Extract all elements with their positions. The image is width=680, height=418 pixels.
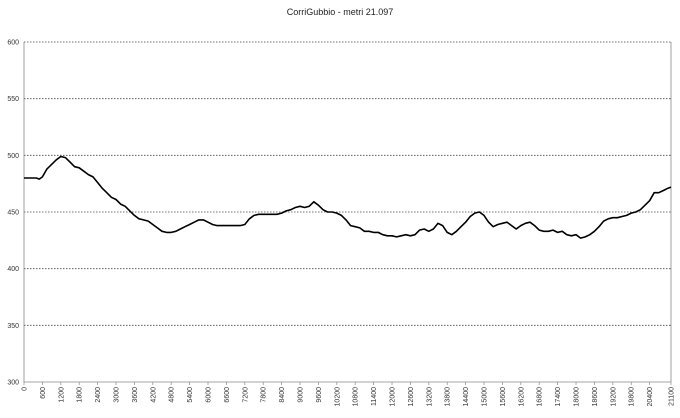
x-tick-label: 7200 — [242, 387, 249, 403]
plot-frame — [23, 42, 672, 383]
y-tick-label: 400 — [7, 266, 19, 273]
x-tick-label: 3000 — [114, 387, 121, 403]
x-tick-label: 11400 — [371, 387, 378, 406]
x-tick-label: 15000 — [482, 387, 489, 407]
x-tick-label: 6600 — [224, 387, 231, 403]
elevation-line — [24, 155, 672, 239]
chart-title: CorriGubbio - metri 21.097 — [287, 7, 394, 17]
x-tick-label: 21100 — [669, 387, 676, 406]
y-tick-label: 450 — [7, 210, 19, 217]
x-tick-label: 7800 — [261, 387, 268, 403]
x-tick-label: 13200 — [426, 387, 433, 407]
x-tick-label: 10200 — [334, 387, 341, 407]
x-tick-label: 18000 — [574, 387, 581, 407]
x-tick-label: 12000 — [390, 387, 397, 407]
x-tick-label: 16200 — [518, 387, 525, 407]
y-tick-label: 600 — [7, 40, 19, 47]
x-axis: 0 600 1200 1800 2400 3000 3600 4200 4800 5400 6000… — [22, 382, 676, 406]
y-tick-label: 550 — [7, 96, 19, 103]
x-tick-label: 1200 — [58, 387, 65, 403]
x-tick-label: 9000 — [298, 387, 305, 403]
x-tick-label: 17400 — [555, 387, 562, 407]
x-tick-label: 10800 — [353, 387, 360, 407]
x-tick-label: 16800 — [537, 387, 544, 407]
x-tick-label: 6000 — [206, 387, 213, 403]
x-tick-label: 19800 — [629, 387, 636, 407]
x-tick-label: 19200 — [610, 387, 617, 407]
x-tick-label: 8400 — [279, 387, 286, 403]
x-tick-label: 5400 — [187, 387, 194, 403]
x-tick-label: 14400 — [463, 387, 470, 407]
x-tick-label: 600 — [40, 387, 47, 399]
y-tick-label: 500 — [7, 153, 19, 160]
x-tick-label: 9600 — [316, 387, 323, 403]
x-tick-label: 4200 — [150, 387, 157, 403]
x-tick-label: 12600 — [408, 387, 415, 407]
x-tick-label: 3600 — [132, 387, 139, 403]
x-tick-label: 15600 — [500, 387, 507, 407]
x-tick-label: 4800 — [169, 387, 176, 403]
y-tick-label: 300 — [7, 380, 19, 387]
x-tick-label: 0 — [22, 387, 29, 391]
y-tick-label: 350 — [7, 323, 19, 330]
x-tick-label: 1800 — [77, 387, 84, 403]
y-axis: 300 350 400 450 500 550 600 — [7, 40, 19, 387]
x-tick-label: 13800 — [445, 387, 452, 407]
x-tick-label: 18600 — [592, 387, 599, 407]
x-tick-label: 20400 — [647, 387, 654, 407]
x-tick-label: 2400 — [95, 387, 102, 403]
